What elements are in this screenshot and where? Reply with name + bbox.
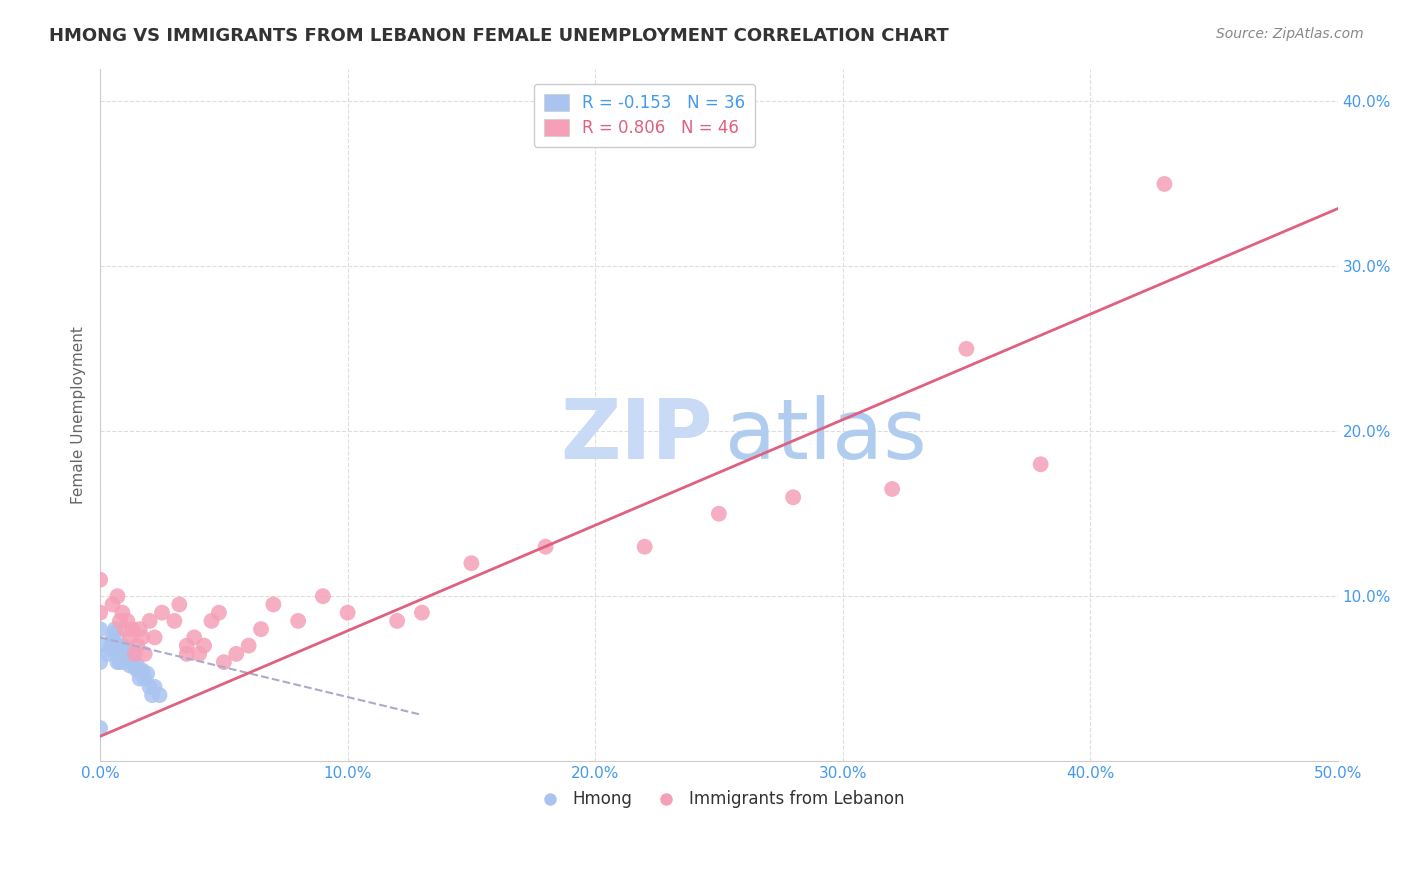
- Point: [104, 625, 127, 640]
- Point: [124, 647, 146, 661]
- Text: ZIP: ZIP: [560, 395, 713, 476]
- Point: [127, 664, 149, 678]
- Point: [169, 598, 191, 612]
- Point: [134, 672, 156, 686]
- Point: [108, 647, 131, 661]
- Point: [101, 639, 124, 653]
- Point: [188, 647, 211, 661]
- Point: [96, 647, 118, 661]
- Point: [1029, 457, 1052, 471]
- Point: [101, 635, 124, 649]
- Point: [208, 606, 231, 620]
- Point: [882, 482, 904, 496]
- Point: [114, 655, 136, 669]
- Point: [131, 664, 153, 678]
- Text: Source: ZipAtlas.com: Source: ZipAtlas.com: [1216, 27, 1364, 41]
- Point: [89, 721, 111, 735]
- Point: [176, 647, 198, 661]
- Point: [150, 606, 173, 620]
- Point: [107, 647, 129, 661]
- Point: [148, 688, 170, 702]
- Point: [955, 342, 977, 356]
- Point: [143, 680, 166, 694]
- Point: [111, 606, 134, 620]
- Point: [262, 598, 284, 612]
- Point: [141, 688, 163, 702]
- Point: [98, 642, 121, 657]
- Point: [111, 639, 134, 653]
- Point: [89, 639, 111, 653]
- Point: [250, 622, 273, 636]
- Point: [183, 631, 205, 645]
- Point: [534, 540, 557, 554]
- Text: atlas: atlas: [725, 395, 927, 476]
- Point: [104, 622, 127, 636]
- Point: [1153, 177, 1175, 191]
- Point: [312, 589, 335, 603]
- Point: [138, 680, 160, 694]
- Point: [121, 622, 143, 636]
- Point: [107, 639, 129, 653]
- Point: [121, 655, 143, 669]
- Point: [411, 606, 433, 620]
- Point: [111, 647, 134, 661]
- Point: [114, 622, 136, 636]
- Point: [782, 490, 804, 504]
- Point: [118, 631, 141, 645]
- Point: [225, 647, 247, 661]
- Point: [138, 614, 160, 628]
- Point: [287, 614, 309, 628]
- Point: [143, 631, 166, 645]
- Point: [633, 540, 655, 554]
- Point: [127, 639, 149, 653]
- Point: [118, 652, 141, 666]
- Point: [108, 614, 131, 628]
- Point: [89, 606, 111, 620]
- Point: [336, 606, 359, 620]
- Point: [101, 598, 124, 612]
- Point: [117, 614, 139, 628]
- Point: [136, 666, 159, 681]
- Legend: Hmong, Immigrants from Lebanon: Hmong, Immigrants from Lebanon: [526, 784, 911, 815]
- Point: [128, 622, 150, 636]
- Point: [107, 655, 129, 669]
- Point: [108, 642, 131, 657]
- Point: [128, 672, 150, 686]
- Point: [212, 655, 235, 669]
- Point: [131, 631, 153, 645]
- Point: [460, 556, 482, 570]
- Point: [238, 639, 260, 653]
- Point: [117, 642, 139, 657]
- Text: HMONG VS IMMIGRANTS FROM LEBANON FEMALE UNEMPLOYMENT CORRELATION CHART: HMONG VS IMMIGRANTS FROM LEBANON FEMALE …: [49, 27, 949, 45]
- Y-axis label: Female Unemployment: Female Unemployment: [72, 326, 86, 504]
- Point: [176, 639, 198, 653]
- Point: [108, 655, 131, 669]
- Point: [707, 507, 730, 521]
- Point: [134, 647, 156, 661]
- Point: [107, 589, 129, 603]
- Point: [89, 573, 111, 587]
- Point: [101, 631, 124, 645]
- Point: [200, 614, 222, 628]
- Point: [89, 655, 111, 669]
- Point: [89, 622, 111, 636]
- Point: [385, 614, 408, 628]
- Point: [124, 660, 146, 674]
- Point: [118, 658, 141, 673]
- Point: [163, 614, 186, 628]
- Point: [193, 639, 215, 653]
- Point: [114, 650, 136, 665]
- Point: [127, 658, 149, 673]
